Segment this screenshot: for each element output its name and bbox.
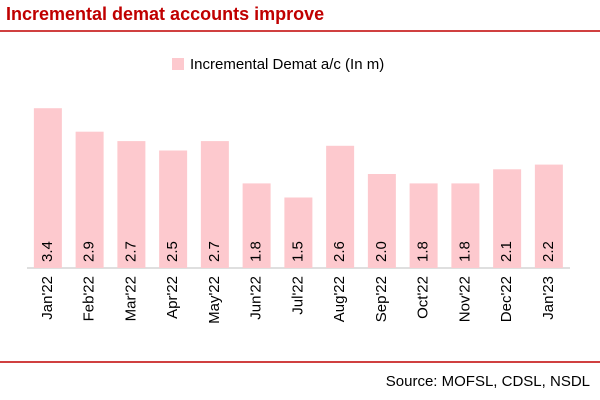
x-tick-label: Jan'23 [540, 276, 557, 320]
legend-swatch [172, 58, 184, 70]
bar [451, 183, 480, 268]
bar [200, 141, 229, 268]
value-label: 1.8 [415, 241, 432, 262]
value-label: 1.8 [248, 241, 265, 262]
bar [534, 164, 563, 268]
bar [242, 183, 271, 268]
x-tick-label: Feb'22 [81, 276, 98, 321]
x-tick-label: Jan'22 [39, 276, 56, 320]
x-tick-label: Jul'22 [289, 276, 306, 315]
source: Source: MOFSL, CDSL, NSDL [386, 373, 590, 390]
bar [367, 174, 396, 268]
x-tick-label: Aug'22 [331, 276, 348, 322]
value-label: 2.2 [540, 241, 557, 262]
x-tick-label: Oct'22 [415, 276, 432, 319]
bar [284, 197, 313, 268]
bar [409, 183, 438, 268]
value-label: 3.4 [39, 241, 56, 262]
x-tick-label: Jun'22 [248, 276, 265, 320]
x-tick-label: Apr'22 [164, 276, 181, 319]
bar [117, 141, 146, 268]
x-tick-label: Mar'22 [122, 276, 139, 321]
value-label: 2.0 [373, 241, 390, 262]
legend-label: Incremental Demat a/c (In m) [190, 56, 384, 73]
bar [326, 145, 355, 268]
value-label: 2.9 [81, 241, 98, 262]
bar [493, 169, 522, 268]
x-tick-label: Dec'22 [498, 276, 515, 322]
value-label: 2.1 [498, 241, 515, 262]
value-label: 2.6 [331, 241, 348, 262]
bar [159, 150, 188, 268]
x-tick-label: Sep'22 [373, 276, 390, 322]
value-label: 2.7 [122, 241, 139, 262]
value-label: 1.8 [456, 241, 473, 262]
x-tick-label: May'22 [206, 276, 223, 324]
value-label: 1.5 [289, 241, 306, 262]
bar [33, 108, 62, 268]
value-label: 2.5 [164, 241, 181, 262]
chart-title: Incremental demat accounts improve [6, 4, 324, 24]
bar [75, 131, 104, 268]
x-tick-label: Nov'22 [456, 276, 473, 322]
value-label: 2.7 [206, 241, 223, 262]
